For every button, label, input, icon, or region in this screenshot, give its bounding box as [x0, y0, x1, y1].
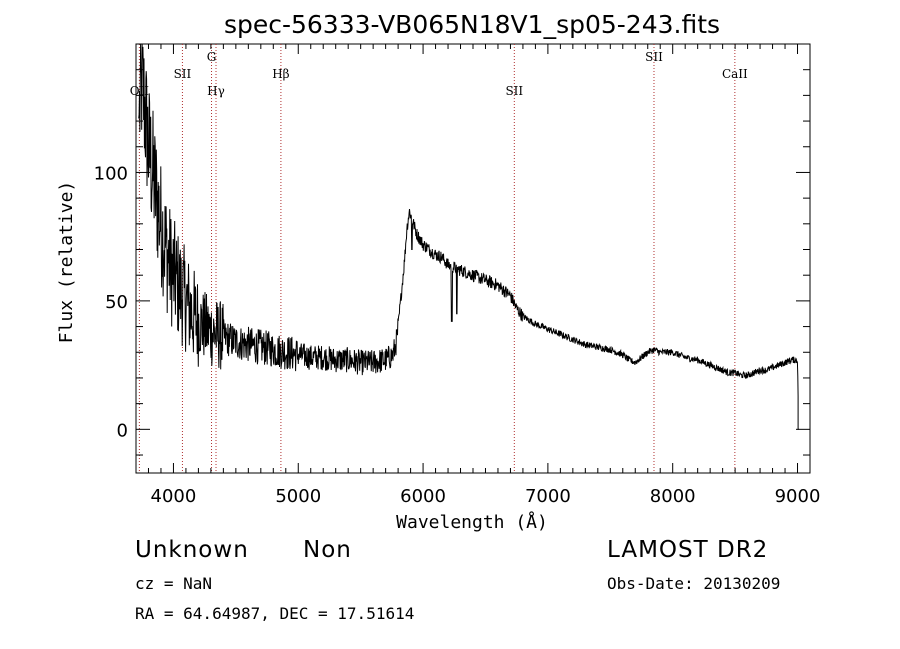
x-tick-label: 4000: [151, 486, 197, 507]
x-axis-label: Wavelength (Å): [396, 511, 548, 533]
spectral-line-label: SII: [174, 67, 192, 81]
y-tick-label: 50: [105, 292, 128, 313]
x-tick-label: 5000: [275, 486, 321, 507]
plot-frame: [136, 44, 810, 473]
spectral-line-label: G: [207, 50, 217, 64]
spectral-line-label: Hβ: [272, 67, 289, 81]
chart-title: spec-56333-VB065N18V1_sp05-243.fits: [224, 10, 720, 39]
y-tick-label: 0: [117, 420, 128, 441]
axis-ticks: [136, 44, 810, 473]
x-tick-label: 6000: [400, 486, 446, 507]
x-tick-label: 8000: [650, 486, 696, 507]
spectral-line-label: SII: [645, 50, 663, 64]
spectrum-line: [139, 44, 799, 429]
survey-name: LAMOST DR2: [607, 537, 768, 563]
obs-date: Obs-Date: 20130209: [607, 574, 780, 593]
object-subclass: Non: [303, 537, 352, 563]
x-tick-label: 7000: [525, 486, 571, 507]
y-axis-label: Flux (relative): [56, 181, 77, 344]
spectral-line-label: CaII: [722, 67, 748, 81]
coordinates: RA = 64.64987, DEC = 17.51614: [135, 604, 414, 623]
object-class: Unknown: [135, 537, 249, 563]
spectral-line-label: Hγ: [207, 84, 225, 98]
redshift-value: cz = NaN: [135, 574, 212, 593]
y-tick-label: 100: [94, 163, 128, 184]
spectral-line-label: SII: [505, 84, 523, 98]
x-tick-label: 9000: [775, 486, 821, 507]
